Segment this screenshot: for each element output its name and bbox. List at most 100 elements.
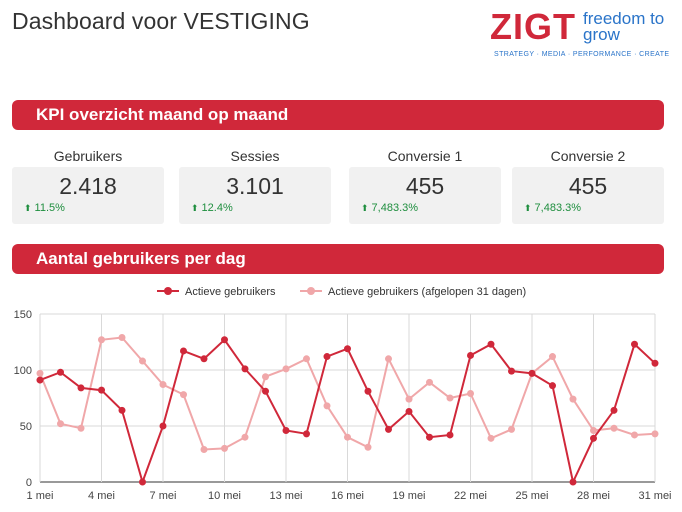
trend-up-icon: ⬆ bbox=[24, 203, 32, 213]
chart-section-banner: Aantal gebruikers per dag bbox=[12, 244, 664, 274]
x-tick-label: 22 mei bbox=[454, 490, 487, 502]
data-point bbox=[405, 407, 413, 415]
logo-wordmark: ZIGT bbox=[490, 6, 576, 47]
y-axis: 0 50 100 150 bbox=[14, 309, 32, 489]
page-title: Dashboard voor VESTIGING bbox=[12, 8, 310, 34]
data-point bbox=[528, 369, 536, 377]
kpi-card-conversion-1: 455 ⬆ 7,483.3% bbox=[349, 167, 501, 224]
kpi-label-conversion-1: Conversie 1 bbox=[387, 148, 463, 164]
data-point bbox=[467, 351, 474, 359]
y-tick-label: 100 bbox=[14, 365, 32, 377]
data-point bbox=[487, 340, 495, 348]
data-point bbox=[569, 395, 577, 403]
data-point bbox=[221, 444, 228, 452]
x-tick-label: 7 mei bbox=[150, 490, 177, 502]
data-point bbox=[200, 355, 208, 363]
legend-item-1[interactable]: Actieve gebruikers bbox=[157, 286, 276, 298]
data-point bbox=[98, 386, 105, 394]
kpi-delta-value: 12.4% bbox=[201, 202, 233, 214]
data-point bbox=[446, 394, 454, 402]
legend-label: Actieve gebruikers bbox=[185, 286, 276, 298]
data-point bbox=[262, 387, 269, 395]
kpi-delta-value: 7,483.3% bbox=[371, 202, 419, 214]
data-point bbox=[446, 431, 454, 439]
x-axis: 1 mei 4 mei 7 mei 10 mei 13 mei 16 mei 19 mei 2… bbox=[27, 490, 672, 502]
x-tick-label: 25 mei bbox=[515, 490, 548, 502]
data-point bbox=[426, 378, 433, 386]
data-point bbox=[200, 446, 208, 454]
data-point bbox=[426, 433, 433, 441]
chart-series bbox=[36, 334, 659, 486]
data-point bbox=[467, 390, 474, 398]
kpi-delta: ⬆ 11.5% bbox=[24, 202, 65, 214]
legend-item-2[interactable]: Actieve gebruikers (afgelopen 31 dagen) bbox=[300, 286, 526, 298]
series-1 bbox=[36, 336, 659, 486]
data-point bbox=[651, 430, 659, 438]
y-tick-label: 0 bbox=[26, 477, 32, 489]
data-point bbox=[508, 425, 515, 433]
y-tick-label: 150 bbox=[14, 309, 32, 321]
data-point bbox=[344, 433, 351, 441]
kpi-value: 3.101 bbox=[226, 173, 284, 199]
legend-marker bbox=[164, 287, 172, 295]
x-tick-label: 10 mei bbox=[208, 490, 241, 502]
kpi-card-conversion-2: 455 ⬆ 7,483.3% bbox=[512, 167, 664, 224]
data-point bbox=[282, 426, 290, 434]
data-point bbox=[139, 478, 146, 486]
kpi-delta: ⬆ 7,483.3% bbox=[361, 202, 418, 214]
kpi-value: 455 bbox=[568, 173, 608, 199]
data-point bbox=[590, 426, 597, 434]
data-point bbox=[549, 382, 556, 390]
data-point bbox=[241, 365, 249, 373]
logo-tagline: STRATEGY · MEDIA · PERFORMANCE · CREATE bbox=[494, 51, 670, 58]
data-point bbox=[98, 336, 105, 344]
kpi-label-sessions: Sessies bbox=[230, 148, 280, 164]
data-point bbox=[262, 373, 269, 381]
data-point bbox=[118, 406, 126, 414]
data-point bbox=[282, 365, 290, 373]
logo-slogan: freedom to grow bbox=[583, 9, 665, 44]
data-point bbox=[405, 395, 413, 403]
data-point bbox=[364, 387, 372, 395]
trend-up-icon: ⬆ bbox=[361, 203, 369, 213]
data-point bbox=[487, 434, 495, 442]
chart-legend[interactable]: Actieve gebruikers Actieve gebruikers (af… bbox=[157, 286, 526, 298]
kpi-label-conversion-2: Conversie 2 bbox=[550, 148, 626, 164]
kpi-delta: ⬆ 7,483.3% bbox=[524, 202, 581, 214]
chart-grid bbox=[39, 313, 656, 483]
data-point bbox=[57, 368, 64, 376]
kpi-card-sessions: 3.101 ⬆ 12.4% bbox=[179, 167, 331, 224]
kpi-value: 455 bbox=[405, 173, 445, 199]
users-per-day-chart: Actieve gebruikers Actieve gebruikers (af… bbox=[14, 286, 672, 502]
data-point bbox=[303, 355, 310, 363]
x-tick-label: 28 mei bbox=[577, 490, 610, 502]
data-point bbox=[610, 424, 618, 432]
kpi-section-banner: KPI overzicht maand op maand bbox=[12, 100, 664, 130]
data-point bbox=[344, 345, 351, 353]
data-point bbox=[77, 424, 85, 432]
data-point bbox=[610, 406, 618, 414]
data-point bbox=[323, 402, 331, 410]
data-point bbox=[651, 359, 659, 367]
data-point bbox=[549, 353, 556, 361]
data-point bbox=[385, 425, 392, 433]
data-point bbox=[77, 384, 85, 392]
data-point bbox=[139, 357, 146, 365]
data-point bbox=[508, 367, 515, 375]
data-point bbox=[241, 433, 249, 441]
data-point bbox=[159, 381, 167, 389]
legend-marker bbox=[307, 287, 315, 295]
brand-logo[interactable]: ZIGT freedom to grow STRATEGY · MEDIA · … bbox=[490, 6, 675, 64]
legend-label: Actieve gebruikers (afgelopen 31 dagen) bbox=[328, 286, 526, 298]
kpi-label-users: Gebruikers bbox=[53, 148, 123, 164]
x-tick-label: 4 mei bbox=[88, 490, 115, 502]
data-point bbox=[364, 443, 372, 451]
data-point bbox=[159, 422, 167, 430]
data-point bbox=[180, 391, 187, 399]
data-point bbox=[221, 336, 228, 344]
x-tick-label: 31 mei bbox=[638, 490, 671, 502]
y-tick-label: 50 bbox=[20, 421, 32, 433]
kpi-card-users: 2.418 ⬆ 11.5% bbox=[12, 167, 164, 224]
series-2 bbox=[36, 334, 659, 454]
data-point bbox=[118, 334, 126, 342]
